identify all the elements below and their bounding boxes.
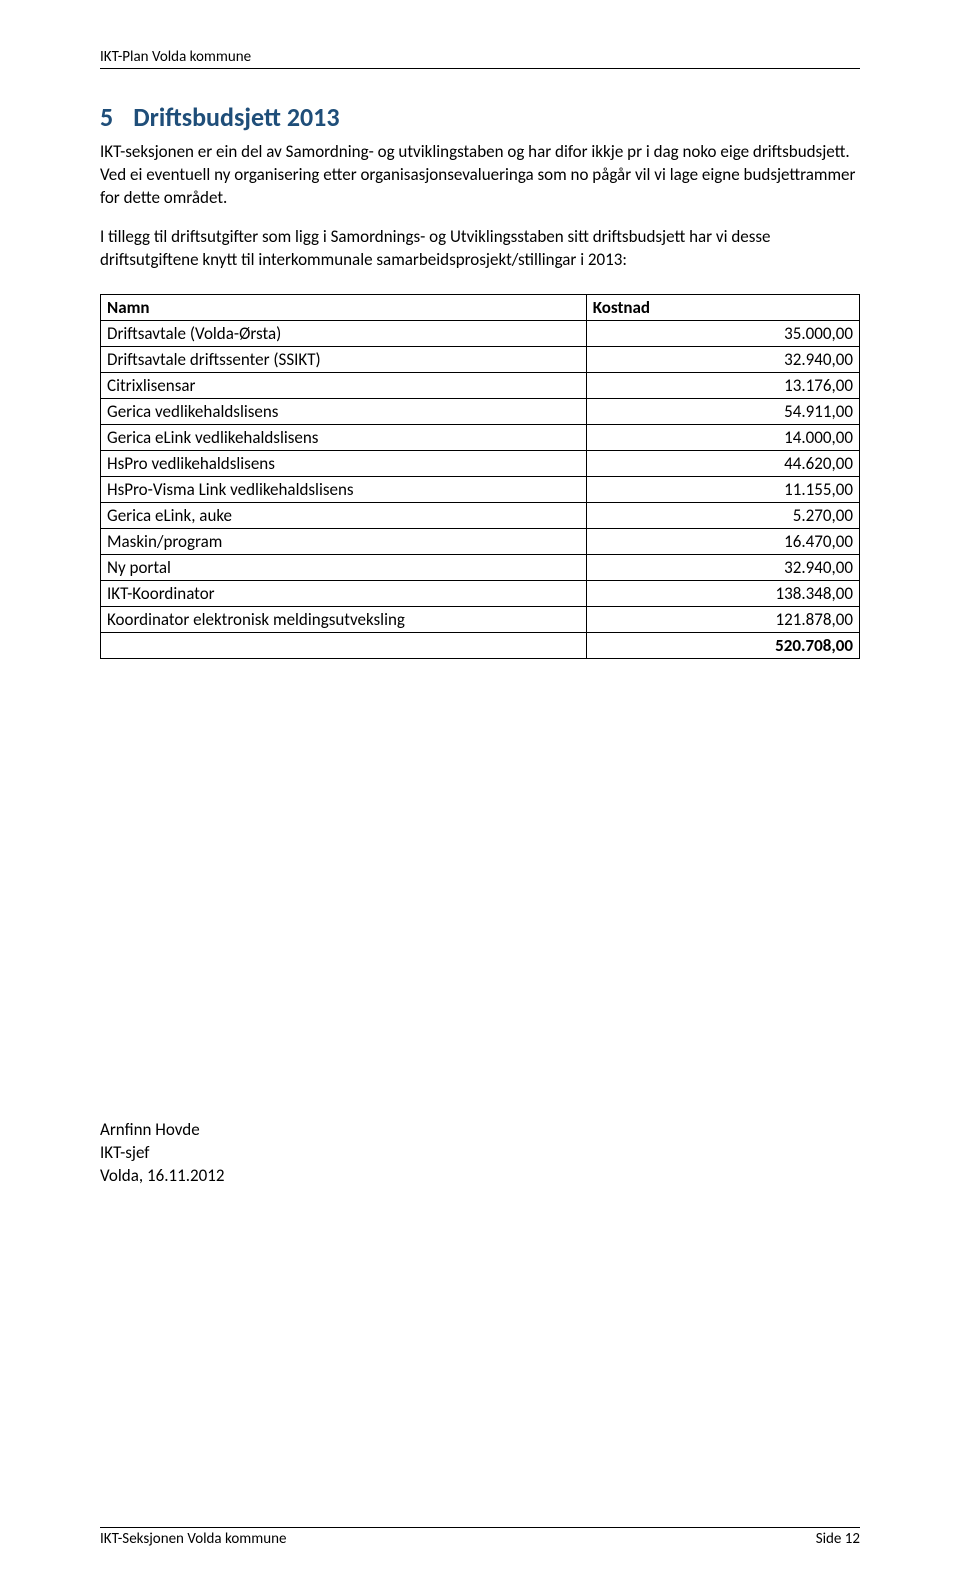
budget-table: Namn Kostnad Driftsavtale (Volda-Ørsta)3…: [100, 294, 860, 659]
cell-name: Gerica vedlikehaldslisens: [101, 398, 587, 424]
table-header-row: Namn Kostnad: [101, 294, 860, 320]
table-row: HsPro-Visma Link vedlikehaldslisens11.15…: [101, 476, 860, 502]
signature-place-date: Volda, 16.11.2012: [100, 1165, 860, 1188]
document-header: IKT-Plan Volda kommune: [100, 48, 860, 69]
table-row: Gerica eLink vedlikehaldslisens14.000,00: [101, 424, 860, 450]
table-body: Driftsavtale (Volda-Ørsta)35.000,00Drift…: [101, 320, 860, 658]
header-text: IKT-Plan Volda kommune: [100, 48, 251, 66]
section-title-text: Driftsbudsjett 2013: [133, 101, 339, 133]
cell-name: Driftsavtale (Volda-Ørsta): [101, 320, 587, 346]
cell-cost: 13.176,00: [586, 372, 859, 398]
table-row: Maskin/program16.470,00: [101, 528, 860, 554]
cell-name: HsPro vedlikehaldslisens: [101, 450, 587, 476]
cell-cost: 16.470,00: [586, 528, 859, 554]
body-paragraph: I tillegg til driftsutgifter som ligg i …: [100, 226, 860, 272]
cell-cost: 54.911,00: [586, 398, 859, 424]
cell-cost: 32.940,00: [586, 554, 859, 580]
cell-cost: 5.270,00: [586, 502, 859, 528]
document-page: IKT-Plan Volda kommune 5 Driftsbudsjett 2…: [0, 0, 960, 1588]
cell-cost: 121.878,00: [586, 606, 859, 632]
table-row: Citrixlisensar13.176,00: [101, 372, 860, 398]
section-number: 5: [100, 101, 113, 133]
table-row: Gerica eLink, auke5.270,00: [101, 502, 860, 528]
signature-name: Arnfinn Hovde: [100, 1119, 860, 1142]
cell-cost: 35.000,00: [586, 320, 859, 346]
cell-cost: 11.155,00: [586, 476, 859, 502]
cell-name: Koordinator elektronisk meldingsutveksli…: [101, 606, 587, 632]
column-header-cost: Kostnad: [586, 294, 859, 320]
cell-name: Ny portal: [101, 554, 587, 580]
signature-title: IKT-sjef: [100, 1142, 860, 1165]
cell-name: Gerica eLink, auke: [101, 502, 587, 528]
footer-right: Side 12: [816, 1530, 860, 1548]
cell-name: Citrixlisensar: [101, 372, 587, 398]
cell-name: Driftsavtale driftssenter (SSIKT): [101, 346, 587, 372]
table-row: HsPro vedlikehaldslisens44.620,00: [101, 450, 860, 476]
body-paragraph: IKT-seksjonen er ein del av Samordning- …: [100, 141, 860, 210]
footer-left: IKT-Seksjonen Volda kommune: [100, 1530, 286, 1548]
cell-name: IKT-Koordinator: [101, 580, 587, 606]
signature-block: Arnfinn Hovde IKT-sjef Volda, 16.11.2012: [100, 1119, 860, 1188]
cell-cost: 44.620,00: [586, 450, 859, 476]
document-footer: IKT-Seksjonen Volda kommune Side 12: [100, 1527, 860, 1548]
table-row: Koordinator elektronisk meldingsutveksli…: [101, 606, 860, 632]
cell-cost: 14.000,00: [586, 424, 859, 450]
cell-name: Gerica eLink vedlikehaldslisens: [101, 424, 587, 450]
column-header-name: Namn: [101, 294, 587, 320]
table-row: 520.708,00: [101, 632, 860, 658]
section-heading: 5 Driftsbudsjett 2013: [100, 101, 860, 133]
table-row: Driftsavtale driftssenter (SSIKT)32.940,…: [101, 346, 860, 372]
table-row: IKT-Koordinator138.348,00: [101, 580, 860, 606]
table-row: Ny portal32.940,00: [101, 554, 860, 580]
cell-cost: 138.348,00: [586, 580, 859, 606]
cell-name: [101, 632, 587, 658]
cell-name: Maskin/program: [101, 528, 587, 554]
cell-cost: 32.940,00: [586, 346, 859, 372]
table-row: Driftsavtale (Volda-Ørsta)35.000,00: [101, 320, 860, 346]
cell-name: HsPro-Visma Link vedlikehaldslisens: [101, 476, 587, 502]
table-row: Gerica vedlikehaldslisens54.911,00: [101, 398, 860, 424]
cell-cost: 520.708,00: [586, 632, 859, 658]
